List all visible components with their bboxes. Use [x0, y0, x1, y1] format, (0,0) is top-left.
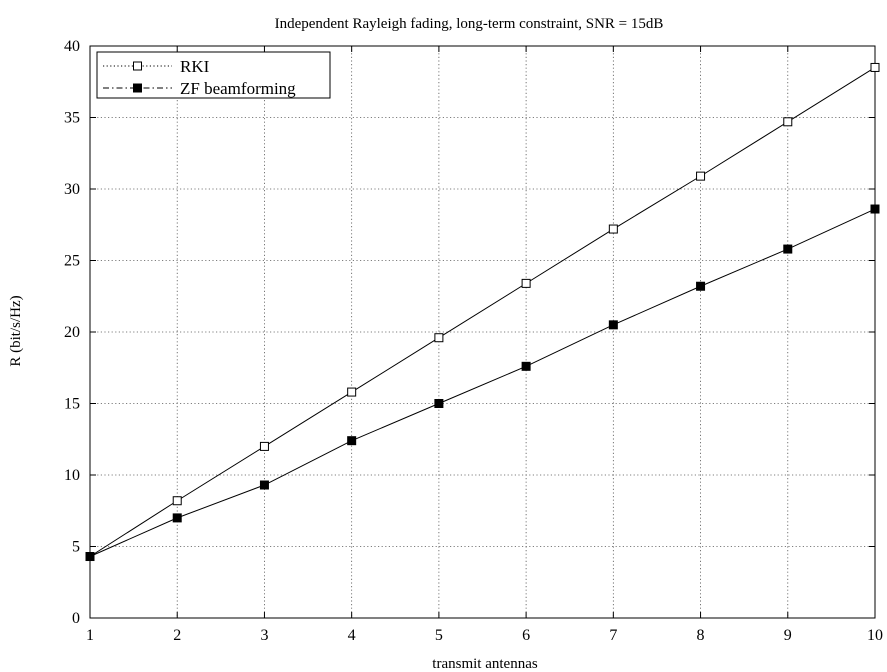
- x-tick-label: 8: [697, 627, 705, 644]
- x-tick-label: 10: [867, 627, 883, 644]
- y-tick-label: 5: [72, 539, 80, 556]
- legend-marker-1: [133, 61, 142, 71]
- x-tick-label: 4: [348, 627, 356, 644]
- legend-box: [96, 51, 331, 99]
- series-2-point: [347, 436, 357, 446]
- legend-label-1: RKI: [180, 57, 210, 76]
- series-2-point: [85, 552, 95, 562]
- series-1-point: [608, 224, 618, 234]
- series-layer: [85, 62, 880, 562]
- y-tick-label: 10: [64, 467, 80, 484]
- series-1-point: [521, 278, 531, 288]
- series-line-2: [89, 208, 876, 557]
- series-1-point: [696, 171, 706, 181]
- y-tick-label: 40: [64, 38, 80, 55]
- series-2-point: [521, 361, 531, 371]
- y-axis-label: R (bit/s/Hz): [8, 295, 24, 366]
- legend-marker-2: [133, 83, 142, 93]
- x-tick-label: 5: [435, 627, 443, 644]
- y-tick-label: 35: [64, 110, 80, 127]
- series-2-point: [172, 513, 182, 523]
- x-tick-label: 6: [522, 627, 530, 644]
- y-tick-label: 15: [64, 396, 80, 413]
- y-tick-label: 20: [64, 324, 80, 341]
- grid: [90, 46, 875, 618]
- chart-title: Independent Rayleigh fading, long-term c…: [275, 16, 664, 32]
- series-2-point: [783, 244, 793, 254]
- series-2-point: [259, 480, 269, 490]
- y-tick-label: 30: [64, 181, 80, 198]
- series-1-point: [434, 333, 444, 343]
- x-tick-label: 3: [260, 627, 268, 644]
- series-line-1: [89, 67, 876, 557]
- x-tick-label: 7: [609, 627, 617, 644]
- series-2-point: [696, 281, 706, 291]
- series-1-point: [259, 441, 269, 451]
- x-axis-label: transmit antennas: [432, 656, 538, 672]
- legend: RKI ZF beamforming: [96, 51, 331, 99]
- series-2-point: [870, 204, 880, 214]
- series-2-point: [608, 320, 618, 330]
- series-1-point: [783, 117, 793, 127]
- series-1-point: [347, 387, 357, 397]
- y-tick-label: 0: [72, 610, 80, 627]
- axes: 0 5 10 15 20 25 30 35 40 1 2 3 4 5 6 7 8 9 10: [64, 38, 883, 644]
- series-2-point: [434, 399, 444, 408]
- legend-label-2: ZF beamforming: [180, 79, 296, 98]
- x-tick-label: 2: [173, 627, 181, 644]
- x-tick-label: 9: [784, 627, 792, 644]
- series-1-point: [870, 62, 880, 72]
- x-tick-label: 1: [86, 627, 94, 644]
- series-1-point: [172, 496, 182, 506]
- y-tick-label: 25: [64, 253, 80, 270]
